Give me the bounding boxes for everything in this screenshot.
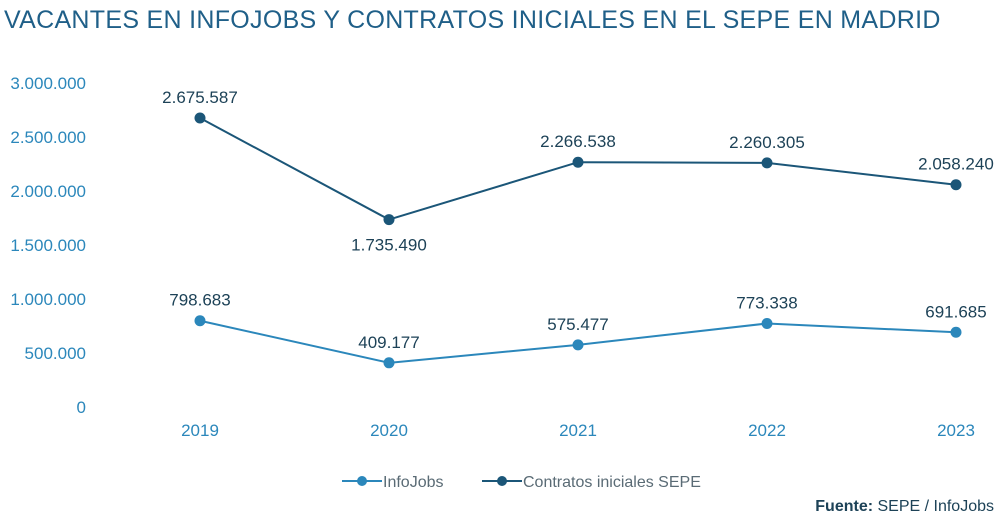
y-tick-label: 1.500.000: [10, 236, 86, 255]
data-point: [383, 214, 395, 226]
x-tick-label: 2020: [370, 421, 408, 440]
data-label: 691.685: [925, 302, 986, 321]
data-label: 2.266.538: [540, 132, 616, 151]
data-point: [761, 157, 773, 169]
data-label: 2.058.240: [918, 155, 994, 174]
x-tick-label: 2019: [181, 421, 219, 440]
y-tick-label: 2.500.000: [10, 128, 86, 147]
x-tick-label: 2023: [937, 421, 975, 440]
data-label: 575.477: [547, 315, 608, 334]
y-tick-label: 2.000.000: [10, 182, 86, 201]
chart-title: VACANTES EN INFOJOBS Y CONTRATOS INICIAL…: [4, 6, 941, 34]
data-point: [950, 179, 962, 191]
x-tick-label: 2021: [559, 421, 597, 440]
data-point: [194, 112, 206, 124]
y-tick-label: 0: [77, 398, 86, 417]
data-point: [383, 357, 395, 369]
data-label: 409.177: [358, 333, 419, 352]
data-point: [572, 156, 584, 168]
y-tick-label: 3.000.000: [10, 74, 86, 93]
data-label: 773.338: [736, 293, 797, 312]
legend-marker: [357, 476, 367, 486]
source-note: Fuente: SEPE / InfoJobs: [815, 498, 994, 516]
data-label: 2.260.305: [729, 133, 805, 152]
legend-marker: [497, 476, 507, 486]
source-text: SEPE / InfoJobs: [873, 498, 994, 515]
data-label: 1.735.490: [351, 236, 427, 255]
data-point: [761, 317, 773, 329]
x-tick-label: 2022: [748, 421, 786, 440]
y-tick-label: 1.000.000: [10, 290, 86, 309]
data-point: [950, 326, 962, 338]
data-point: [194, 315, 206, 327]
data-label: 798.683: [169, 291, 230, 310]
data-point: [572, 339, 584, 351]
legend-label: InfoJobs: [383, 474, 443, 491]
data-label: 2.675.587: [162, 88, 238, 107]
source-prefix: Fuente:: [815, 498, 874, 515]
y-tick-label: 500.000: [25, 344, 86, 363]
legend-label: Contratos iniciales SEPE: [523, 474, 701, 491]
